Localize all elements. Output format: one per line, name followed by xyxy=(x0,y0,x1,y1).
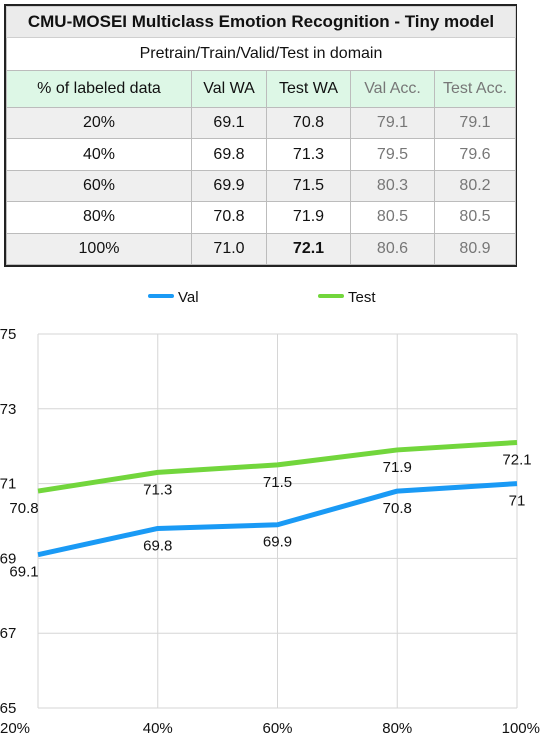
cell-test-wa: 71.9 xyxy=(266,201,351,234)
cell-test-acc: 79.6 xyxy=(434,138,516,171)
legend-label-test: Test xyxy=(348,289,376,306)
data-label-test: 71.3 xyxy=(143,481,172,498)
data-label-val: 71 xyxy=(509,493,526,510)
cell-pct: 40% xyxy=(6,138,192,171)
series-line-val xyxy=(37,481,518,558)
data-label-val: 69.8 xyxy=(143,537,172,554)
cell-val-wa: 69.9 xyxy=(191,169,267,203)
data-label-test: 72.1 xyxy=(502,451,531,468)
header-test-wa: Test WA xyxy=(266,70,351,108)
y-tick-label: 71 xyxy=(0,476,16,493)
series-line-test xyxy=(37,439,518,494)
data-label-test: 71.5 xyxy=(263,474,292,491)
table-row: 20% 69.1 70.8 79.1 79.1 xyxy=(6,106,516,140)
cell-val-wa: 69.8 xyxy=(191,138,267,171)
cell-test-wa: 71.3 xyxy=(266,138,351,171)
legend-label-val: Val xyxy=(178,289,199,306)
table-title: CMU-MOSEI Multiclass Emotion Recognition… xyxy=(6,6,516,38)
table-subtitle: Pretrain/Train/Valid/Test in domain xyxy=(6,37,516,71)
cell-pct: 100% xyxy=(6,232,192,266)
x-tick-label: 20% xyxy=(0,720,30,737)
table-row: 100% 71.0 72.1 80.6 80.9 xyxy=(6,232,516,266)
cell-test-acc: 79.1 xyxy=(434,106,516,140)
results-table: CMU-MOSEI Multiclass Emotion Recognition… xyxy=(4,4,517,267)
cell-pct: 80% xyxy=(6,201,192,234)
cell-val-acc: 79.1 xyxy=(350,106,435,140)
x-tick-label: 80% xyxy=(382,720,412,737)
cell-val-wa: 70.8 xyxy=(191,201,267,234)
cell-test-wa: 70.8 xyxy=(266,106,351,140)
y-tick-label: 69 xyxy=(0,550,16,567)
cell-pct: 60% xyxy=(6,169,192,203)
cell-val-acc: 80.3 xyxy=(350,169,435,203)
cell-val-wa: 71.0 xyxy=(191,232,267,266)
data-label-val: 69.1 xyxy=(9,564,38,581)
table-row: 80% 70.8 71.9 80.5 80.5 xyxy=(6,201,516,234)
cell-val-wa: 69.1 xyxy=(191,106,267,140)
table-row: 60% 69.9 71.5 80.3 80.2 xyxy=(6,169,516,203)
cell-test-wa: 72.1 xyxy=(266,232,351,266)
cell-test-acc: 80.2 xyxy=(434,169,516,203)
header-test-acc: Test Acc. xyxy=(434,70,516,108)
y-tick-label: 75 xyxy=(0,326,16,343)
table-row: 40% 69.8 71.3 79.5 79.6 xyxy=(6,138,516,171)
y-tick-label: 73 xyxy=(0,401,16,418)
data-label-test: 70.8 xyxy=(9,500,38,517)
header-labeled-data: % of labeled data xyxy=(6,70,192,108)
header-val-wa: Val WA xyxy=(191,70,267,108)
header-val-acc: Val Acc. xyxy=(350,70,435,108)
cell-pct: 20% xyxy=(6,106,192,140)
x-tick-label: 60% xyxy=(262,720,292,737)
cell-test-acc: 80.5 xyxy=(434,201,516,234)
line-chart: 65 67 69 71 73 75 20% 40% 60% 80% 100% Val Test 69… xyxy=(0,289,540,737)
x-tick-label: 40% xyxy=(143,720,173,737)
y-tick-label: 65 xyxy=(0,700,16,717)
cell-test-wa: 71.5 xyxy=(266,169,351,203)
data-label-val: 69.9 xyxy=(263,534,292,551)
x-tick-label: 100% xyxy=(502,720,540,737)
cell-val-acc: 80.5 xyxy=(350,201,435,234)
y-tick-label: 67 xyxy=(0,625,16,642)
cell-val-acc: 79.5 xyxy=(350,138,435,171)
cell-test-acc: 80.9 xyxy=(434,232,516,266)
cell-val-acc: 80.6 xyxy=(350,232,435,266)
data-label-test: 71.9 xyxy=(383,459,412,476)
data-label-val: 70.8 xyxy=(383,500,412,517)
